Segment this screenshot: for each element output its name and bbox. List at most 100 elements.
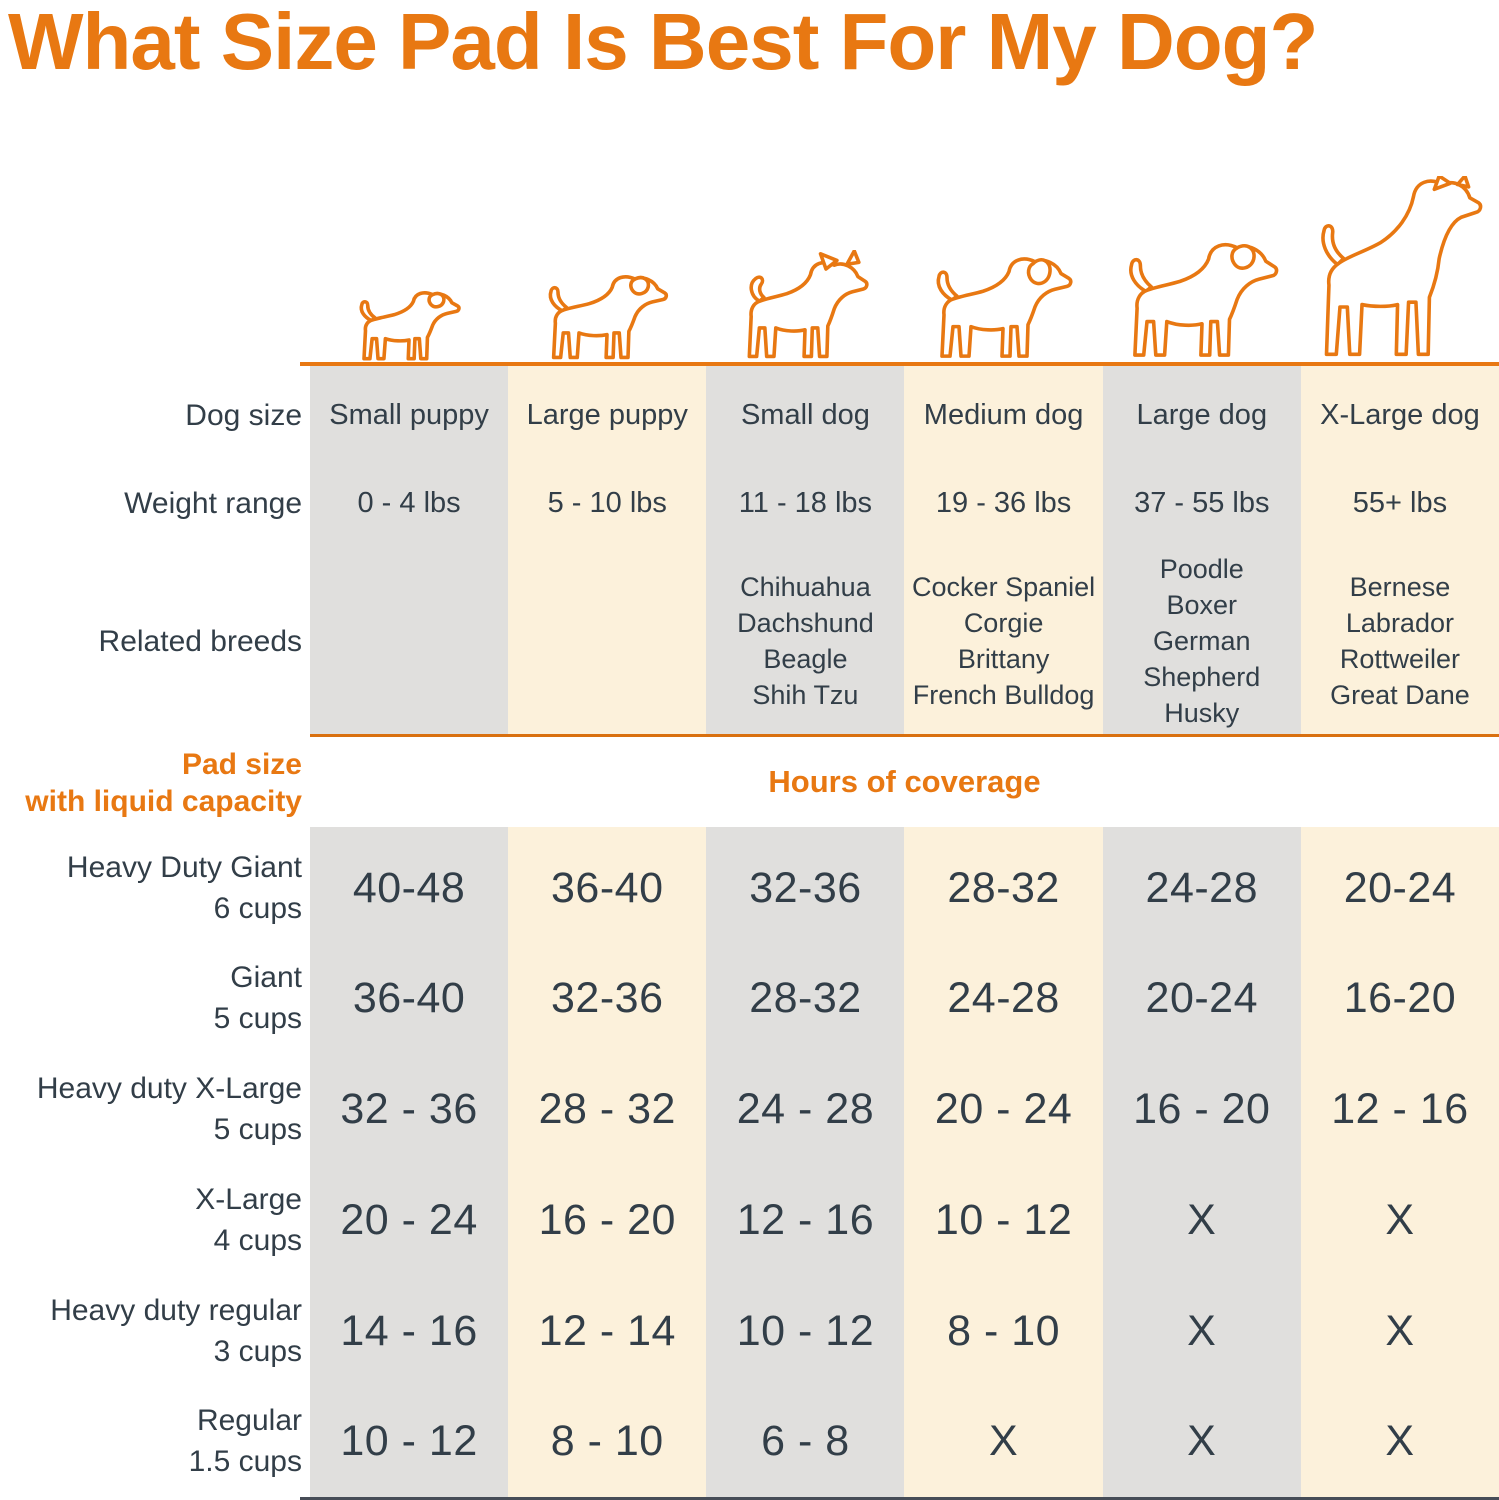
pad-size-label-line2: with liquid capacity	[25, 785, 302, 818]
pad-name: Regular	[196, 1404, 302, 1437]
dog-size-header: Large dog	[1136, 398, 1268, 431]
weight-range-cell: 0 - 4 lbs	[357, 486, 461, 519]
dog-size-header: Small dog	[740, 398, 870, 431]
hours-cell: 40-48	[352, 863, 466, 912]
column-band	[706, 827, 904, 1500]
hours-cell: 14 - 16	[340, 1306, 478, 1355]
pad-capacity: 4 cups	[213, 1224, 302, 1257]
section-divider-line	[310, 734, 1499, 737]
dog-size-header: Small puppy	[329, 398, 489, 431]
dog-size-row: Dog size Small puppy Large puppy Small d…	[0, 386, 1499, 444]
hours-cell: 20 - 24	[340, 1195, 478, 1244]
dog-size-header: Medium dog	[923, 398, 1084, 431]
dog-size-header: X-Large dog	[1320, 398, 1480, 431]
hours-cell: 12 - 16	[1331, 1084, 1469, 1133]
pad-row-heavy-duty-x-large: Heavy duty X-Large 5 cups 32 - 36 28 - 3…	[0, 1054, 1499, 1164]
column-band	[904, 827, 1103, 1500]
hours-cell: 16 - 20	[1133, 1084, 1271, 1133]
pad-name: X-Large	[195, 1183, 302, 1216]
hours-of-coverage-header: Hours of coverage	[768, 764, 1041, 799]
breeds-cell: Cocker Spaniel Corgie Brittany French Bu…	[912, 572, 1096, 710]
hours-cell: 28-32	[749, 973, 862, 1022]
column-band	[904, 366, 1103, 734]
column-band	[1103, 827, 1301, 1500]
hours-cell: X	[1385, 1416, 1415, 1465]
column-band	[1301, 366, 1499, 734]
hours-cell: X	[1385, 1306, 1415, 1355]
hours-cell: 10 - 12	[736, 1306, 875, 1355]
hours-cell: 10 - 12	[934, 1195, 1073, 1244]
column-band	[1301, 827, 1499, 1500]
hours-cell: 8 - 10	[947, 1306, 1061, 1355]
weight-range-cell: 19 - 36 lbs	[935, 486, 1072, 519]
hours-cell: 16 - 20	[538, 1195, 676, 1244]
large-dog-labrador-icon	[1114, 230, 1290, 364]
small-puppy-dog-icon	[350, 284, 468, 364]
pad-name: Giant	[230, 961, 302, 994]
related-breeds-row: Related breeds Chihuahua Dachshund Beagl…	[0, 552, 1499, 730]
bottom-edge-line	[300, 1497, 1499, 1500]
column-band	[706, 366, 904, 734]
ground-line	[300, 362, 1499, 366]
large-puppy-dog-icon	[537, 266, 677, 364]
column-band	[508, 827, 706, 1500]
weight-range-cell: 55+ lbs	[1352, 486, 1448, 519]
hours-cell: 24 - 28	[736, 1084, 875, 1133]
hours-cell: 24-28	[1145, 863, 1259, 912]
hours-cell: 20-24	[1343, 863, 1457, 912]
page-title: What Size Pad Is Best For My Dog?	[8, 0, 1318, 86]
hours-cell: 10 - 12	[340, 1416, 478, 1465]
pad-capacity: 5 cups	[213, 1002, 302, 1035]
pad-capacity: 5 cups	[213, 1113, 302, 1146]
hours-cell: X	[1385, 1195, 1415, 1244]
hours-cell: X	[989, 1416, 1019, 1465]
column-band	[1103, 366, 1301, 734]
hours-cell: X	[1187, 1306, 1217, 1355]
breeds-cell	[310, 552, 508, 730]
weight-range-cell: 37 - 55 lbs	[1134, 486, 1270, 519]
breeds-cell	[508, 552, 706, 730]
column-band	[310, 366, 508, 734]
column-band	[310, 827, 508, 1500]
pad-row-giant: Giant 5 cups 36-40 32-36 28-32 24-28 20-…	[0, 943, 1499, 1053]
hours-cell: 36-40	[551, 863, 664, 912]
small-dog-chihuahua-icon	[732, 250, 878, 364]
medium-dog-spaniel-icon	[923, 246, 1083, 364]
hours-cell: 24-28	[947, 973, 1060, 1022]
pad-name: Heavy duty X-Large	[36, 1072, 302, 1105]
pad-row-heavy-duty-giant: Heavy Duty Giant 6 cups 40-48 36-40 32-3…	[0, 833, 1499, 943]
pad-row-x-large: X-Large 4 cups 20 - 24 16 - 20 12 - 16 1…	[0, 1165, 1499, 1275]
hours-cell: 28-32	[947, 863, 1060, 912]
pad-capacity: 6 cups	[213, 892, 302, 925]
x-large-dog-great-dane-icon	[1302, 176, 1498, 364]
hours-cell: 28 - 32	[538, 1084, 676, 1133]
weight-range-row-label: Weight range	[124, 486, 302, 520]
hours-cell: 32-36	[551, 973, 664, 1022]
hours-cell: X	[1187, 1416, 1217, 1465]
hours-cell: 8 - 10	[550, 1416, 664, 1465]
related-breeds-row-label: Related breeds	[98, 624, 302, 658]
hours-cell: 12 - 14	[538, 1306, 676, 1355]
hours-cell: 20-24	[1145, 973, 1259, 1022]
pad-capacity: 1.5 cups	[188, 1445, 302, 1478]
hours-cell: 6 - 8	[761, 1416, 850, 1465]
hours-cell: 16-20	[1343, 973, 1457, 1022]
hours-cell: 36-40	[352, 973, 466, 1022]
breeds-cell: Chihuahua Dachshund Beagle Shih Tzu	[737, 572, 874, 710]
pad-capacity: 3 cups	[213, 1335, 302, 1368]
breeds-cell: Bernese Labrador Rottweiler Great Dane	[1330, 572, 1470, 710]
pad-row-regular: Regular 1.5 cups 10 - 12 8 - 10 6 - 8 X …	[0, 1386, 1499, 1496]
hours-cell: 20 - 24	[934, 1084, 1073, 1133]
pad-name: Heavy duty regular	[50, 1294, 302, 1327]
pad-size-label-line1: Pad size	[181, 748, 302, 781]
pad-name: Heavy Duty Giant	[66, 851, 302, 884]
pad-size-section-label: Pad size with liquid capacity	[0, 746, 302, 820]
hours-cell: 32-36	[749, 863, 862, 912]
hours-cell: 12 - 16	[736, 1195, 875, 1244]
hours-cell: 32 - 36	[340, 1084, 478, 1133]
dog-size-row-label: Dog size	[185, 398, 302, 432]
pad-row-heavy-duty-regular: Heavy duty regular 3 cups 14 - 16 12 - 1…	[0, 1276, 1499, 1386]
weight-range-cell: 11 - 18 lbs	[738, 486, 873, 519]
weight-range-row: Weight range 0 - 4 lbs 5 - 10 lbs 11 - 1…	[0, 474, 1499, 532]
